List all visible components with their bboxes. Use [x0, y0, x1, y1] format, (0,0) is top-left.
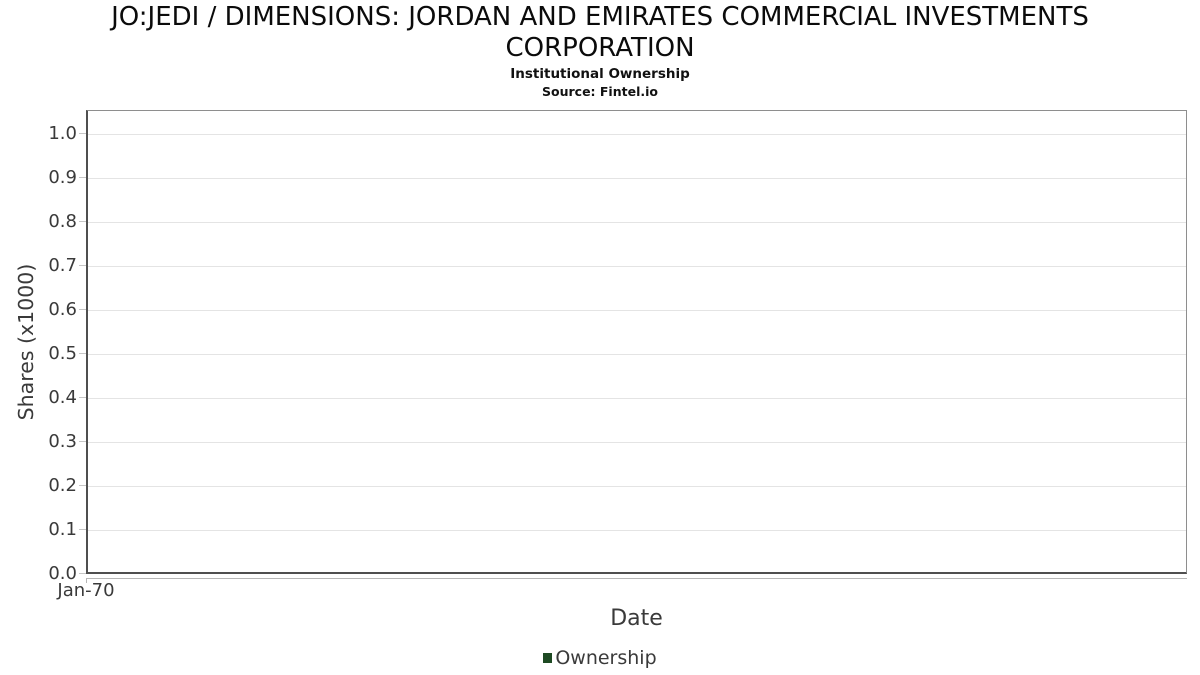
y-tick-label: 0.2: [48, 475, 77, 496]
x-axis-title: Date: [610, 606, 663, 631]
y-tick-mark: [79, 485, 86, 486]
y-tick-label: 0.8: [48, 211, 77, 232]
y-tick-label: 0.0: [48, 563, 77, 584]
y-tick-label: 0.9: [48, 167, 77, 188]
legend-label: Ownership: [555, 647, 657, 669]
legend-item-ownership[interactable]: Ownership: [543, 647, 657, 669]
y-tick-label: 0.1: [48, 519, 77, 540]
y-tick-mark: [79, 265, 86, 266]
y-tick-label: 0.6: [48, 299, 77, 320]
gridline: [88, 177, 1186, 179]
y-tick-label: 0.5: [48, 343, 77, 364]
x-axis-line: [86, 578, 1187, 579]
gridline: [88, 133, 1186, 135]
y-tick-mark: [79, 397, 86, 398]
x-tick-label: Jan-70: [57, 580, 115, 601]
gridline: [88, 397, 1186, 399]
x-axis: Jan-70: [57, 574, 1187, 604]
y-tick-label: 0.4: [48, 387, 77, 408]
plot-area: [86, 110, 1187, 574]
y-tick-mark: [79, 309, 86, 310]
y-tick-label: 1.0: [48, 123, 77, 144]
gridline: [88, 309, 1186, 311]
y-axis: 0.0 0.1 0.2 0.3 0.4 0.5 0.6 0.7 0.8 0.9 1.0: [0, 110, 86, 584]
gridline: [88, 441, 1186, 443]
chart-legend: Ownership: [0, 645, 1200, 671]
y-tick-mark: [79, 441, 86, 442]
chart-title: JO:JEDI / DIMENSIONS: JORDAN AND EMIRATE…: [111, 2, 1089, 63]
chart-source: Source: Fintel.io: [542, 84, 658, 99]
gridline: [88, 221, 1186, 223]
y-tick-mark: [79, 529, 86, 530]
y-tick-label: 0.3: [48, 431, 77, 452]
gridline: [88, 353, 1186, 355]
gridline: [88, 485, 1186, 487]
y-tick-mark: [79, 573, 86, 574]
legend-marker-square-icon: [543, 653, 553, 663]
chart-subtitle: Institutional Ownership: [510, 66, 690, 82]
y-tick-mark: [79, 221, 86, 222]
y-tick-mark: [79, 353, 86, 354]
x-tick-mark: [86, 578, 87, 583]
y-tick-label: 0.7: [48, 255, 77, 276]
gridline: [88, 529, 1186, 531]
gridline: [88, 265, 1186, 267]
y-tick-mark: [79, 133, 86, 134]
y-axis-title: Shares (x1000): [14, 263, 38, 421]
y-tick-mark: [79, 177, 86, 178]
